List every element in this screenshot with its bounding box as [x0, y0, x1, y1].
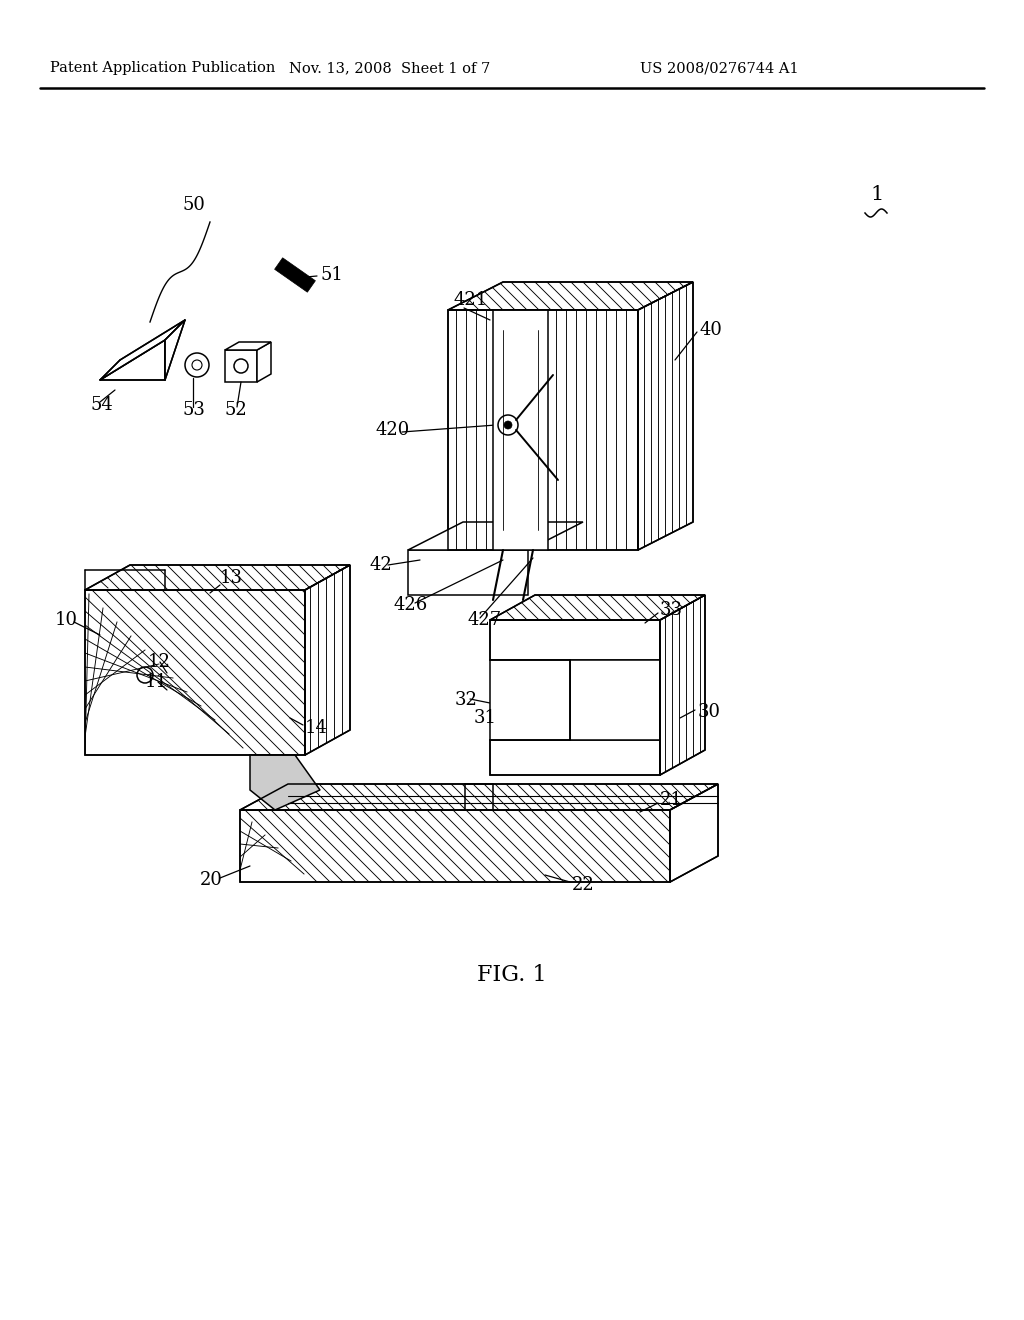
Text: 54: 54 [90, 396, 113, 414]
Text: 52: 52 [225, 401, 248, 418]
Polygon shape [100, 341, 165, 380]
Text: 30: 30 [698, 704, 721, 721]
Text: 22: 22 [572, 876, 595, 894]
Polygon shape [638, 282, 693, 550]
Bar [274, 257, 315, 292]
Text: 53: 53 [183, 401, 206, 418]
Bar [493, 310, 548, 550]
Polygon shape [449, 282, 693, 310]
Polygon shape [305, 565, 350, 755]
Bar [490, 660, 570, 741]
Text: 1: 1 [870, 186, 884, 205]
Text: 32: 32 [455, 690, 478, 709]
Text: 31: 31 [474, 709, 497, 727]
Polygon shape [408, 550, 528, 595]
Polygon shape [100, 319, 185, 380]
Polygon shape [85, 565, 350, 590]
Circle shape [504, 421, 512, 429]
Polygon shape [165, 319, 185, 380]
Polygon shape [257, 342, 271, 381]
Polygon shape [225, 350, 257, 381]
Text: 427: 427 [468, 611, 502, 630]
Text: 10: 10 [55, 611, 78, 630]
Text: 40: 40 [700, 321, 723, 339]
Text: 20: 20 [200, 871, 223, 888]
Polygon shape [250, 755, 319, 810]
Polygon shape [449, 310, 638, 550]
Text: 420: 420 [375, 421, 410, 440]
Text: 11: 11 [145, 673, 168, 690]
Text: 33: 33 [660, 601, 683, 619]
Text: 21: 21 [660, 791, 683, 809]
Text: US 2008/0276744 A1: US 2008/0276744 A1 [640, 61, 799, 75]
Text: Nov. 13, 2008  Sheet 1 of 7: Nov. 13, 2008 Sheet 1 of 7 [290, 61, 490, 75]
Text: 14: 14 [305, 719, 328, 737]
Polygon shape [490, 595, 705, 620]
Text: 42: 42 [370, 556, 393, 574]
Polygon shape [570, 660, 660, 741]
Text: 13: 13 [220, 569, 243, 587]
Text: 421: 421 [454, 290, 488, 309]
Text: 12: 12 [148, 653, 171, 671]
Polygon shape [660, 595, 705, 775]
Text: 426: 426 [393, 597, 427, 614]
Polygon shape [490, 741, 660, 775]
Polygon shape [240, 810, 670, 882]
Polygon shape [670, 784, 718, 882]
Polygon shape [240, 784, 718, 810]
Polygon shape [408, 521, 583, 550]
Text: 50: 50 [182, 195, 205, 214]
Text: 51: 51 [319, 267, 343, 284]
Polygon shape [225, 342, 271, 350]
Text: Patent Application Publication: Patent Application Publication [50, 61, 275, 75]
Text: FIG. 1: FIG. 1 [477, 964, 547, 986]
Polygon shape [490, 620, 660, 660]
Polygon shape [85, 590, 305, 755]
